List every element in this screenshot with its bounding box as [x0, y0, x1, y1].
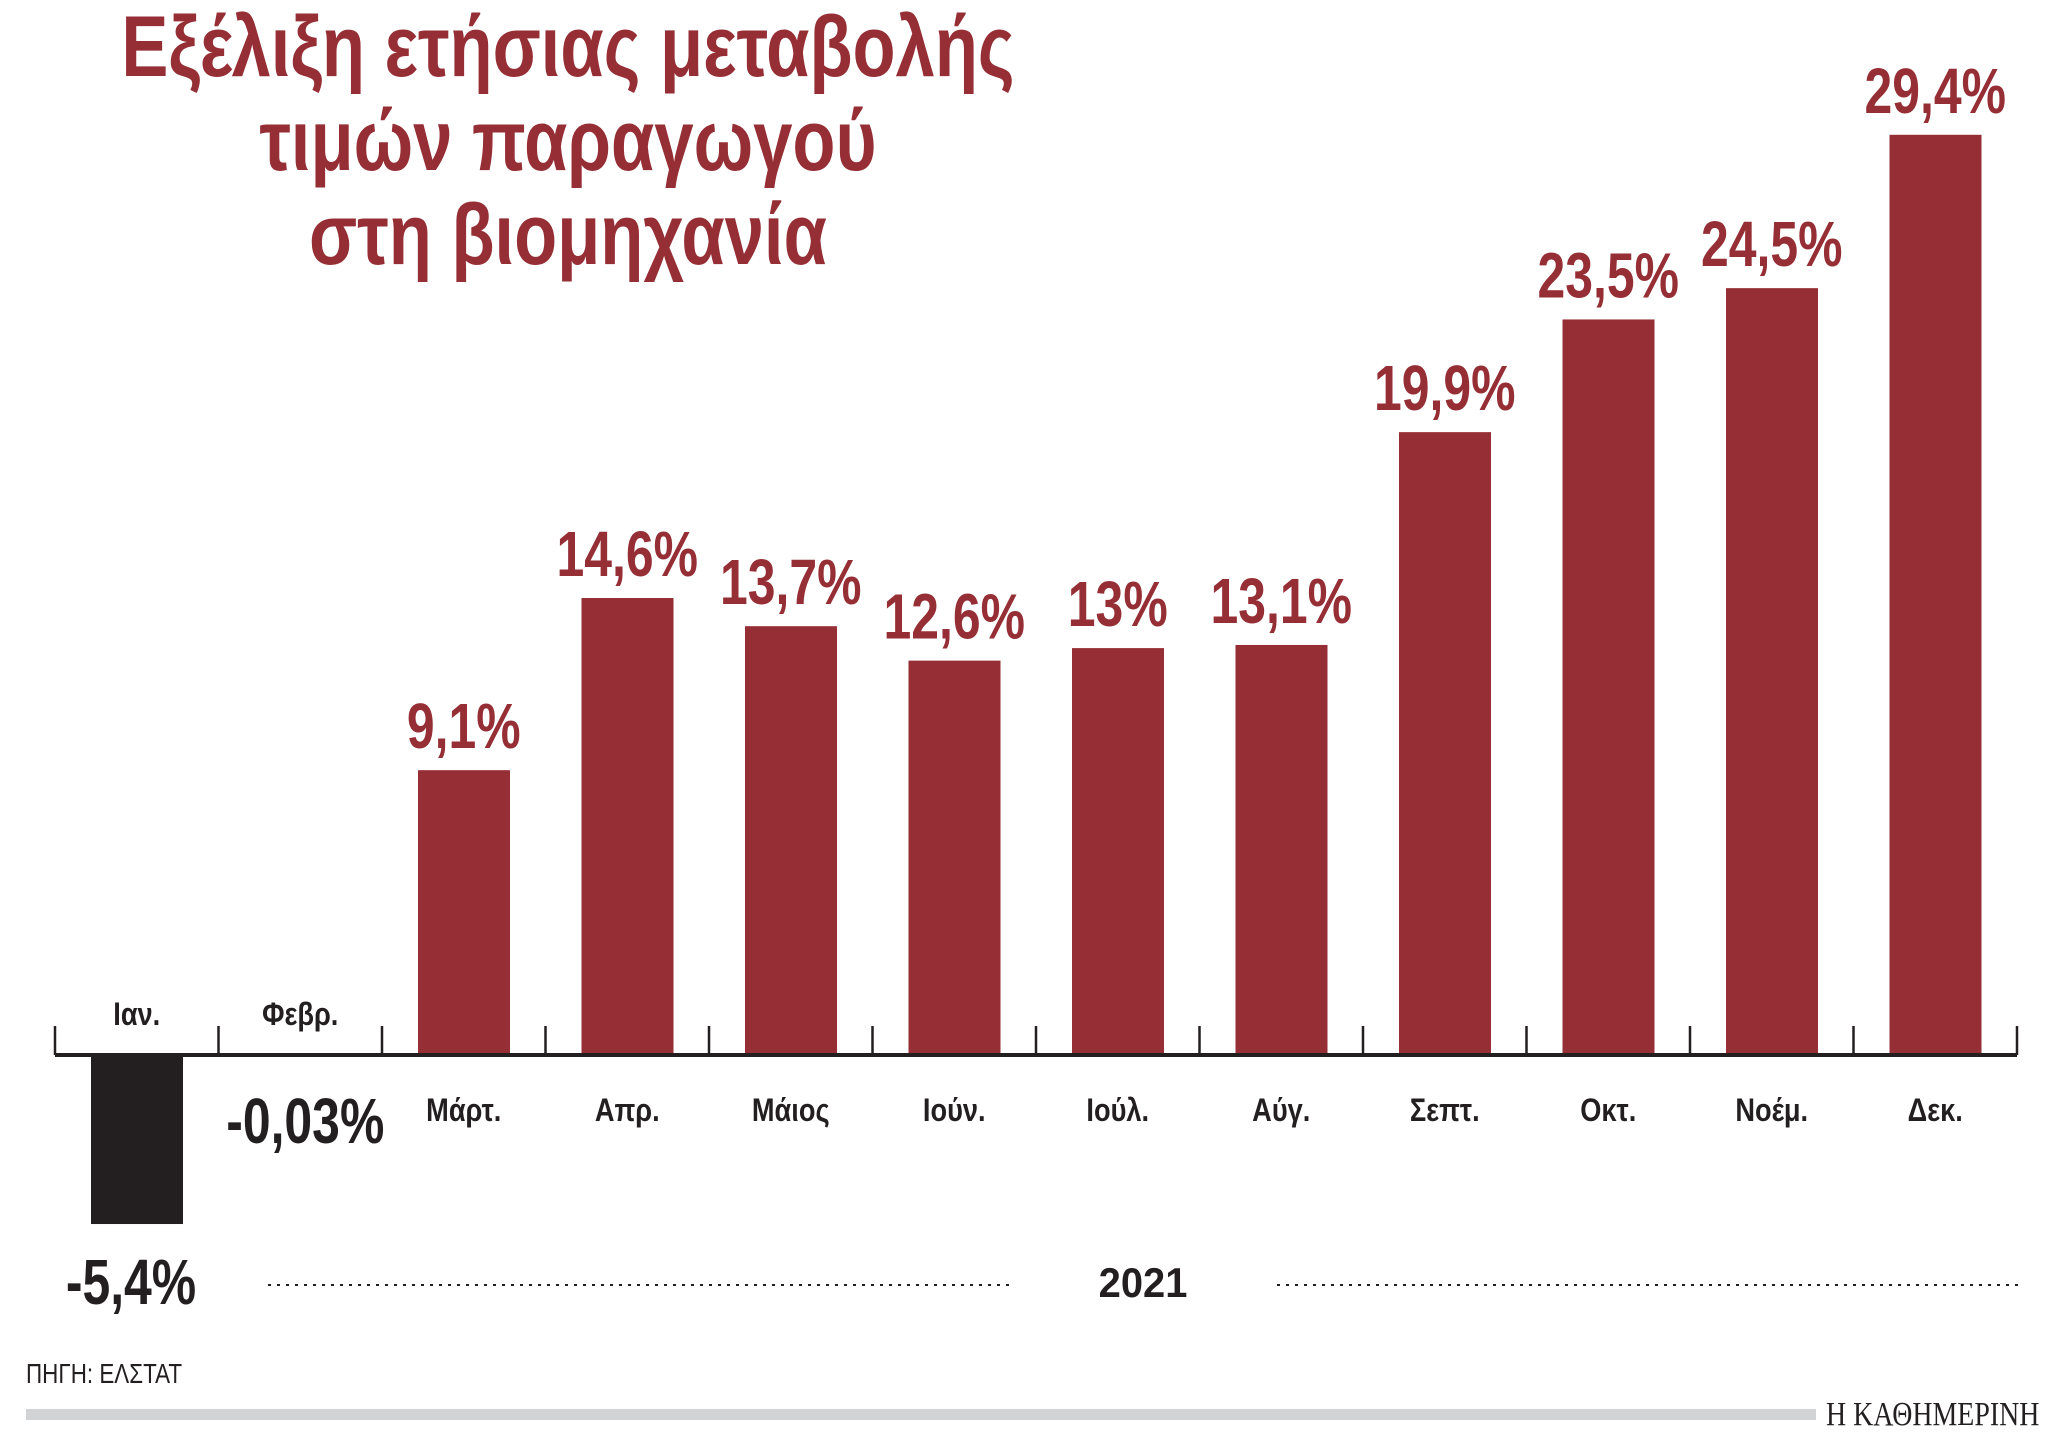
bar: [745, 626, 837, 1055]
title-line-1: Εξέλιξη ετήσιας μεταβολής: [121, 0, 1015, 95]
bar: [1889, 134, 1982, 1055]
data-label: 19,9%: [1374, 353, 1516, 424]
kathimerini-logo: Η ΚΑΘΗΜΕΡΙΝΗ: [1826, 1396, 2040, 1433]
data-label: 13,7%: [720, 547, 862, 618]
x-tick-label: Δεκ.: [1908, 1093, 1963, 1129]
bar: [1399, 432, 1491, 1055]
x-tick-label: Οκτ.: [1580, 1093, 1636, 1129]
x-axis-title: 2021: [1099, 1259, 1188, 1306]
x-tick-label: Σεπτ.: [1410, 1093, 1480, 1129]
source-note: ΠΗΓΗ: ΕΛΣΤΑΤ: [26, 1358, 183, 1389]
bar: [1562, 319, 1655, 1055]
data-label: 23,5%: [1537, 241, 1679, 312]
data-label: 9,1%: [407, 691, 521, 762]
bar: [418, 770, 510, 1055]
bar: [1235, 644, 1328, 1055]
x-tick-label: Μάιος: [752, 1093, 830, 1129]
bar: [91, 1055, 183, 1225]
bar: [581, 598, 674, 1055]
x-tick-label: Ιαν.: [113, 997, 160, 1033]
bar: [1726, 288, 1818, 1055]
x-tick-label: Νοέμ.: [1735, 1093, 1808, 1129]
x-tick-label: Ιούλ.: [1086, 1093, 1149, 1129]
data-label: 13%: [1068, 569, 1168, 640]
data-label: 24,5%: [1701, 209, 1843, 280]
x-tick-label: Μάρτ.: [426, 1093, 501, 1129]
bar: [1072, 648, 1164, 1055]
data-label: 14,6%: [556, 519, 698, 590]
title-line-2: τιμών παραγωγού: [259, 93, 877, 189]
footer-bar: [26, 1409, 1816, 1420]
x-tick-label: Απρ.: [595, 1093, 660, 1129]
chart-title: Εξέλιξη ετήσιας μεταβολής τιμών παραγωγο…: [0, 0, 1136, 282]
title-line-3: στη βιομηχανία: [309, 187, 827, 283]
data-label: 29,4%: [1864, 56, 2006, 127]
data-label: 13,1%: [1210, 566, 1352, 637]
bar: [908, 660, 1001, 1055]
x-tick-label: Ιούν.: [923, 1093, 986, 1129]
data-label: -0,03%: [226, 1086, 384, 1157]
x-tick-label: Αύγ.: [1252, 1093, 1310, 1129]
data-label: -5,4%: [66, 1247, 196, 1318]
x-tick-label: Φεβρ.: [262, 997, 338, 1033]
data-label: 12,6%: [883, 582, 1025, 653]
